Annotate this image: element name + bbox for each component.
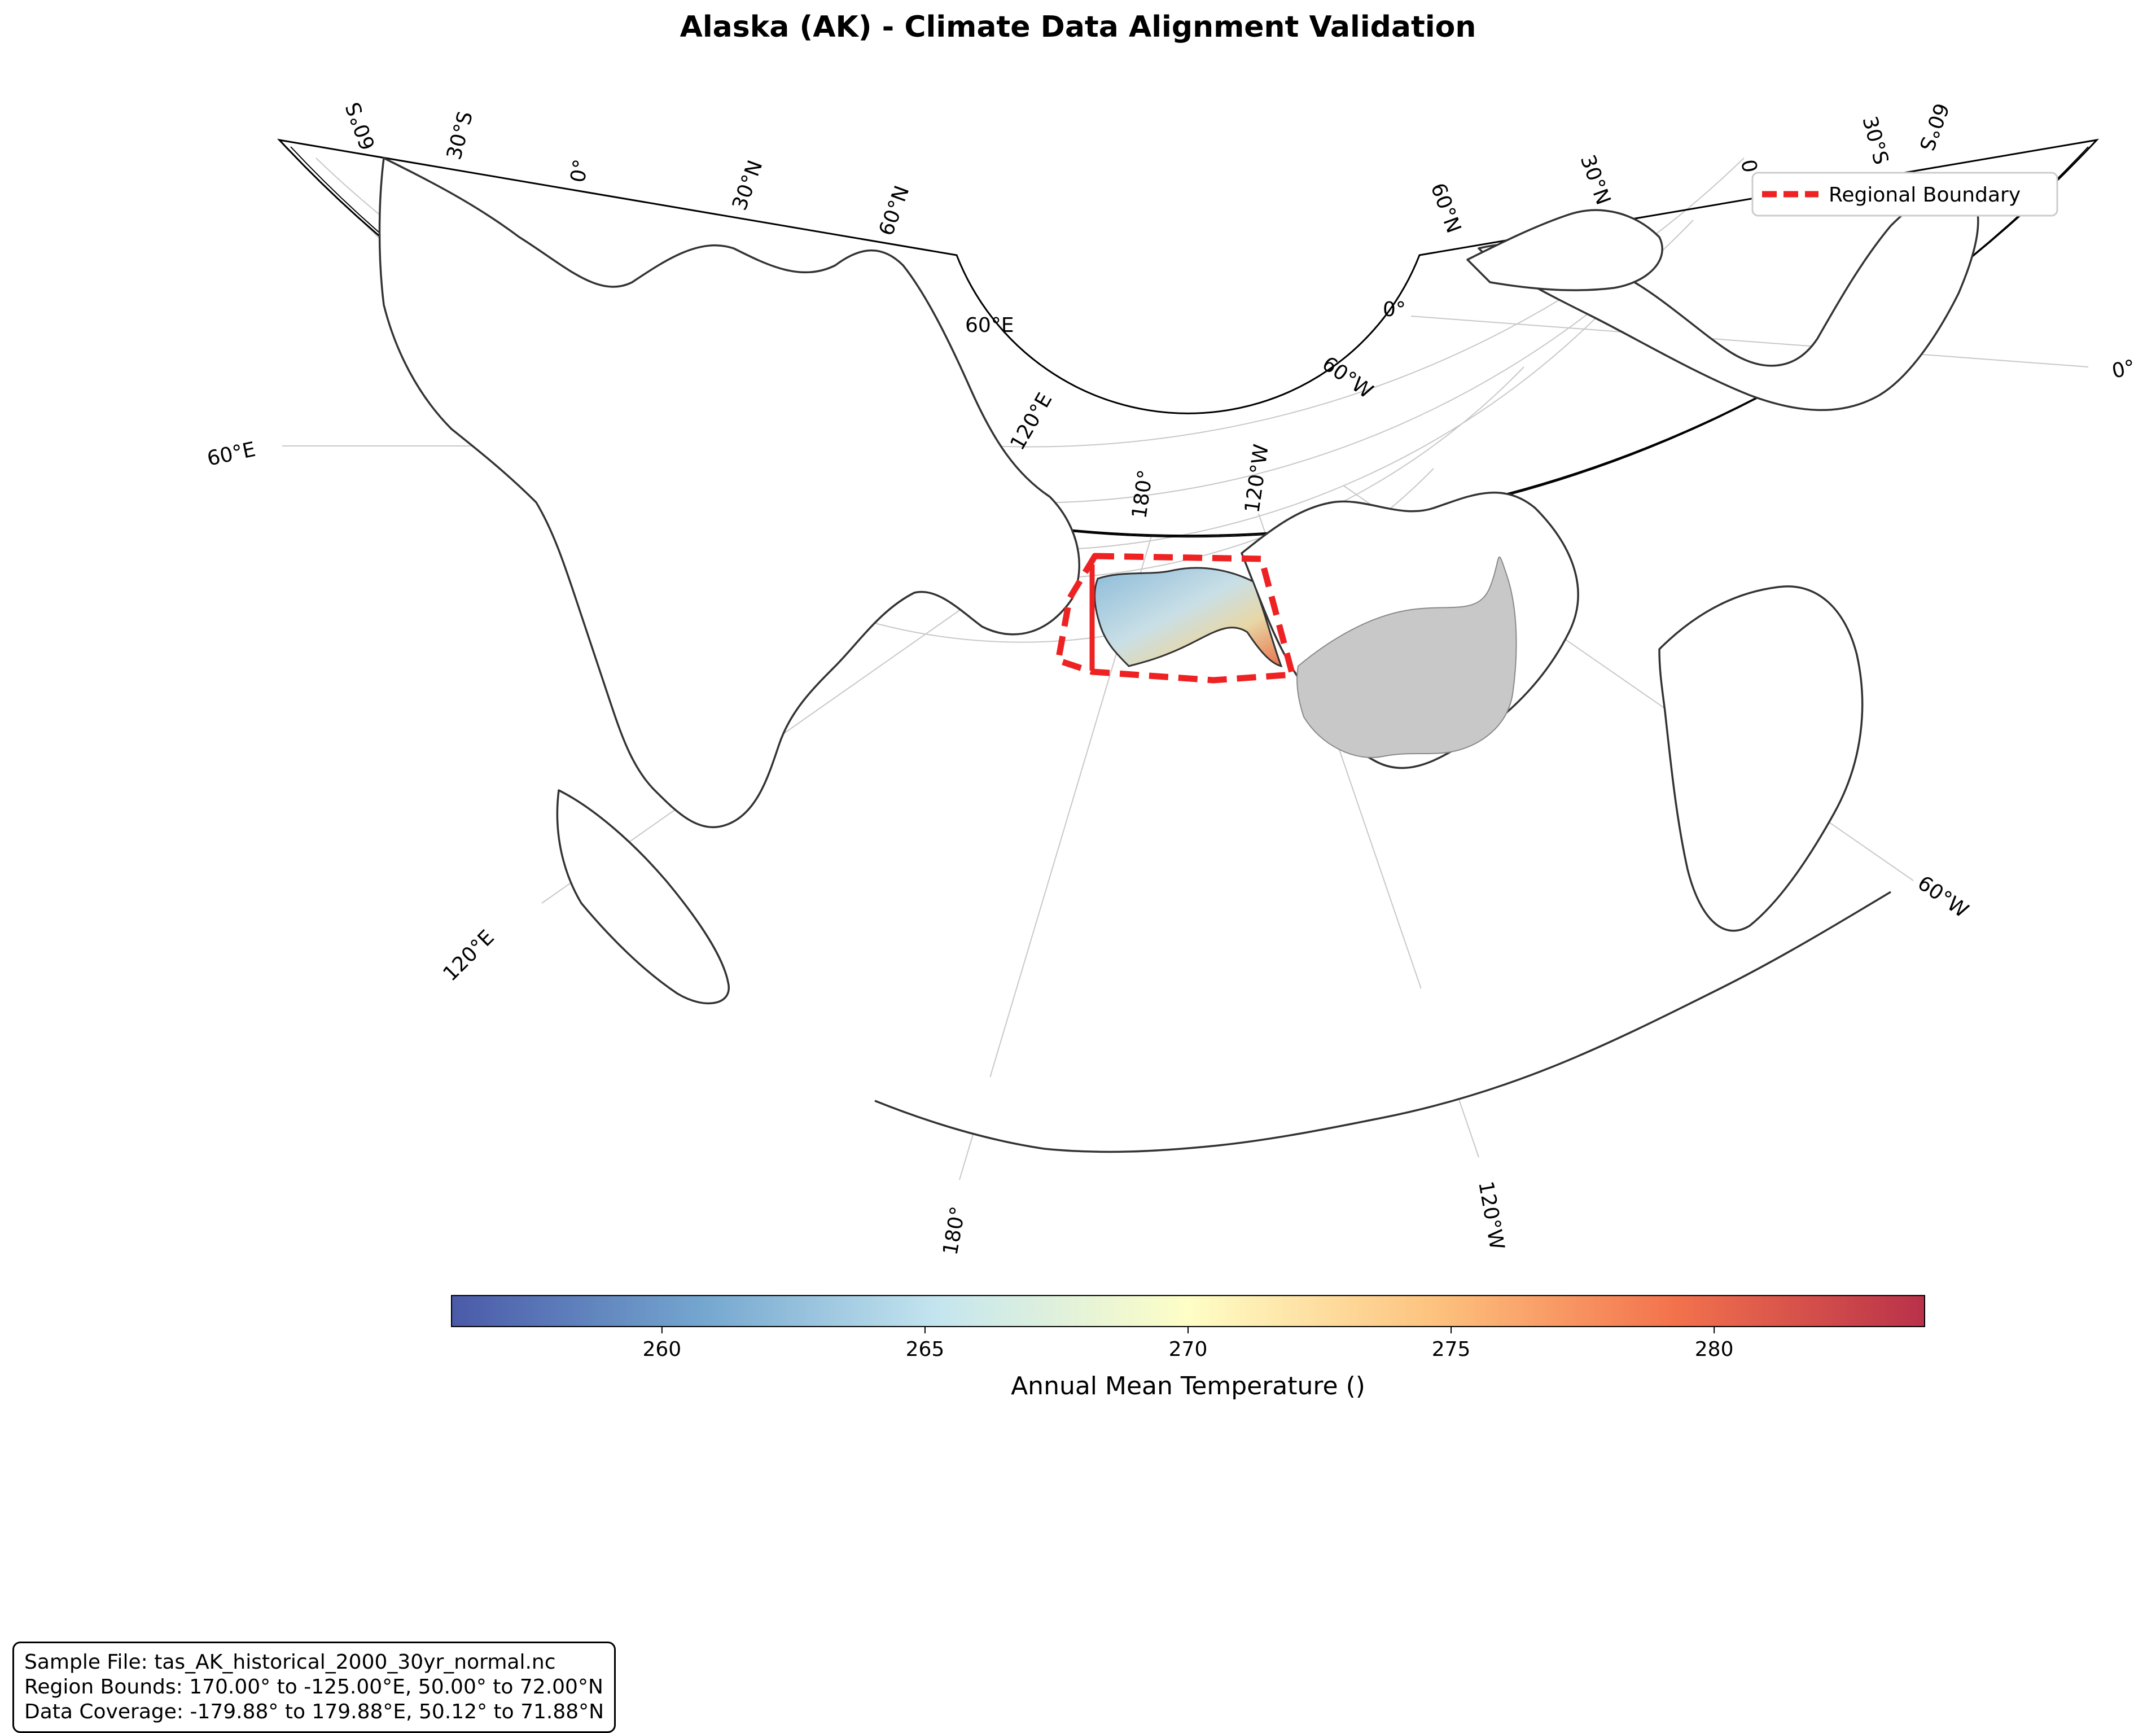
colorbar-tick-label: 270 bbox=[1169, 1338, 1208, 1361]
eurasia-outline bbox=[378, 157, 1080, 828]
outer-bottom-label-1: 120°W bbox=[1474, 1179, 1509, 1251]
info-data-coverage: Data Coverage: -179.88° to 179.88°E, 50.… bbox=[24, 1700, 604, 1723]
left-top-label-3: 30°N bbox=[728, 157, 768, 213]
europe-outline bbox=[1466, 209, 1663, 291]
contiguous-us-shape bbox=[1296, 556, 1517, 758]
inner-label-5: 0° bbox=[1383, 298, 1406, 321]
info-region-bounds: Region Bounds: 170.00° to -125.00°E, 50.… bbox=[24, 1675, 603, 1699]
legend-label: Regional Boundary bbox=[1829, 183, 2021, 207]
left-top-label-0: 60°S bbox=[341, 99, 380, 152]
outer-bottom-label-0: 180° bbox=[939, 1205, 970, 1257]
inner-label-4: 60°W bbox=[1318, 352, 1377, 404]
left-top-label-4: 60°N bbox=[875, 183, 914, 239]
info-box: Sample File: tas_AK_historical_2000_30yr… bbox=[12, 1642, 616, 1733]
inner-label-0: 60°E bbox=[965, 314, 1014, 337]
figure-title: Alaska (AK) - Climate Data Alignment Val… bbox=[680, 10, 1476, 44]
south-america-outline bbox=[1658, 585, 1864, 932]
colorbar-tick-label: 265 bbox=[906, 1338, 945, 1361]
legend-frame bbox=[1751, 172, 2058, 217]
antarctica-outline bbox=[874, 891, 1891, 1153]
alaska-temperature-field bbox=[1094, 567, 1283, 668]
outer-left-label-1: 120°E bbox=[439, 926, 498, 986]
australia-outline bbox=[556, 789, 730, 1005]
left-top-label-2: 0° bbox=[566, 157, 593, 184]
right-top-label-3: 30°S bbox=[1857, 114, 1892, 167]
left-top-label-1: 30°S bbox=[442, 109, 477, 162]
colorbar-label: Annual Mean Temperature () bbox=[1011, 1372, 1365, 1401]
colorbar-gradient bbox=[451, 1295, 1925, 1327]
legend: Regional Boundary bbox=[1751, 172, 2058, 217]
colorbar-ticks: 260 265 270 275 280 bbox=[642, 1327, 1734, 1361]
right-top-label-1: 30°N bbox=[1576, 152, 1615, 208]
colorbar-tick-label: 275 bbox=[1432, 1338, 1471, 1361]
outer-left-label-0: 60°E bbox=[205, 438, 257, 471]
outer-right-label-0: 0° bbox=[2110, 356, 2137, 383]
inner-label-3: 120°W bbox=[1241, 443, 1273, 514]
colorbar: 260 265 270 275 280 Annual Mean Temperature … bbox=[451, 1295, 1925, 1401]
info-sample-file: Sample File: tas_AK_historical_2000_30yr… bbox=[24, 1651, 556, 1674]
colorbar-tick-label: 260 bbox=[642, 1338, 681, 1361]
regional-boundary bbox=[1055, 553, 1296, 684]
colorbar-tick-label: 280 bbox=[1695, 1338, 1734, 1361]
inner-label-1: 120°E bbox=[1006, 389, 1057, 454]
right-top-label-4: 60°S bbox=[1914, 100, 1953, 154]
land-outlines bbox=[378, 157, 1979, 1153]
outer-right-label-1: 60°W bbox=[1913, 872, 1973, 923]
inner-label-2: 180° bbox=[1128, 469, 1158, 520]
right-top-label-0: 60°N bbox=[1426, 180, 1466, 236]
